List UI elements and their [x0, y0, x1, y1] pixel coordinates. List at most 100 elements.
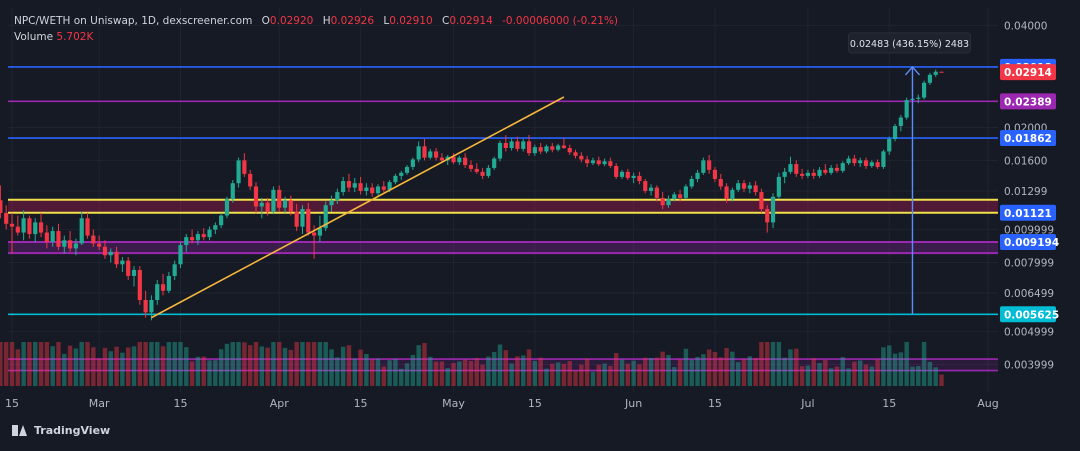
volume-bar [486, 356, 491, 386]
x-tick-label: May [442, 397, 465, 410]
candle-body [544, 146, 549, 152]
price-label-badge [1000, 93, 1056, 110]
candle-body [730, 189, 735, 200]
candle-body [346, 181, 352, 188]
volume-bar [898, 352, 904, 386]
legend-change-value: -0.00006000 (-0.21%) [502, 15, 619, 27]
candle-body [811, 172, 816, 176]
candle-body [672, 194, 677, 200]
volume-bar [387, 360, 392, 386]
legend-close-label: C [441, 15, 450, 27]
candle-body [858, 160, 863, 164]
price-axis[interactable]: 0.040000.020000.016000.012990.0099990.00… [1000, 20, 1059, 372]
volume-bar [828, 368, 834, 386]
candle-body [242, 160, 247, 174]
candle-body [201, 234, 206, 238]
price-label-badge [1000, 204, 1056, 221]
volume-bar [480, 364, 485, 386]
volume-bar [178, 342, 183, 386]
volume-zone-fill [8, 359, 998, 371]
volume-bar [666, 354, 671, 386]
volume-bar [555, 362, 561, 386]
volume-bar [445, 368, 450, 386]
y-tick-label: 0.04000 [1004, 20, 1047, 32]
volume-bar [834, 366, 840, 386]
volume-bar [544, 368, 549, 386]
candle-body [892, 126, 898, 139]
candle-body [521, 141, 526, 149]
volume-bar [172, 342, 177, 386]
volume-bar [904, 342, 909, 386]
candle-body [863, 160, 869, 166]
candle-body [38, 222, 44, 233]
candle-body [631, 175, 636, 178]
candle-body [317, 228, 322, 236]
candle-body [68, 240, 73, 249]
x-tick-label: 15 [173, 397, 187, 410]
volume-bar [149, 342, 154, 386]
y-tick-label: 0.007999 [1004, 257, 1054, 269]
candle-body [451, 156, 456, 163]
candle-body [904, 100, 909, 118]
tradingview-brand[interactable]: TradingView [12, 424, 110, 437]
candle-body [259, 202, 264, 207]
candle-body [829, 167, 834, 173]
candle-body [143, 299, 148, 313]
candle-body [596, 160, 601, 165]
volume-bar [573, 370, 578, 386]
volume-bar [108, 351, 113, 386]
legend-pair: NPC/WETH on Uniswap, 1D, dexscreener.com [14, 15, 253, 27]
volume-bar [689, 359, 694, 386]
volume-bar [863, 364, 869, 386]
volume-bar [102, 347, 108, 386]
volume-bar [277, 342, 282, 386]
legend-low-label: L [383, 15, 390, 27]
volume-bar [73, 348, 79, 386]
volume-bar [648, 358, 654, 386]
candle-body [294, 211, 299, 227]
volume-bar [782, 357, 787, 386]
tradingview-brand-name: TradingView [34, 424, 111, 437]
volume-bar [567, 361, 572, 386]
candle-body [73, 243, 78, 249]
volume-bar [794, 348, 799, 386]
price-label-badge [1000, 130, 1056, 147]
measure-arrowhead-icon [904, 65, 921, 76]
x-tick-label: 15 [528, 397, 542, 410]
volume-bar [869, 366, 875, 386]
volume-bar [38, 342, 44, 386]
x-tick-label: Jun [624, 397, 642, 410]
volume-bar [462, 359, 468, 386]
candle-body [474, 168, 479, 172]
volume-bar [619, 359, 625, 386]
volume-bar [27, 342, 32, 386]
volume-bar [393, 359, 398, 386]
volume-bar [730, 351, 735, 386]
candle-body [550, 146, 555, 150]
candle-body [486, 167, 491, 176]
volume-bar [399, 368, 404, 386]
volume-bar [526, 349, 532, 386]
candle-body [108, 251, 113, 256]
candle-body [678, 194, 683, 198]
volume-bar [207, 360, 212, 386]
volume-bar [753, 357, 758, 386]
candle-body [509, 141, 514, 149]
price-label: 0.009194 [1004, 237, 1059, 249]
candle-body [741, 183, 747, 189]
candle-body [56, 231, 61, 247]
time-axis[interactable]: 15 Mar 15 Apr 15 May 15 Jun 15 Jul 15 Aug [5, 397, 999, 410]
volume-bar [15, 349, 21, 386]
candle-body [312, 232, 317, 236]
x-tick-label: Aug [977, 397, 998, 410]
candle-body [532, 147, 537, 154]
candle-body [9, 223, 15, 227]
volume-bar [224, 343, 230, 386]
candle-body [341, 181, 346, 193]
volume-bar [892, 353, 898, 386]
candle-body [97, 243, 102, 247]
y-tick-label: 0.003999 [1004, 360, 1054, 372]
legend-open-value: 0.02920 [269, 15, 314, 27]
